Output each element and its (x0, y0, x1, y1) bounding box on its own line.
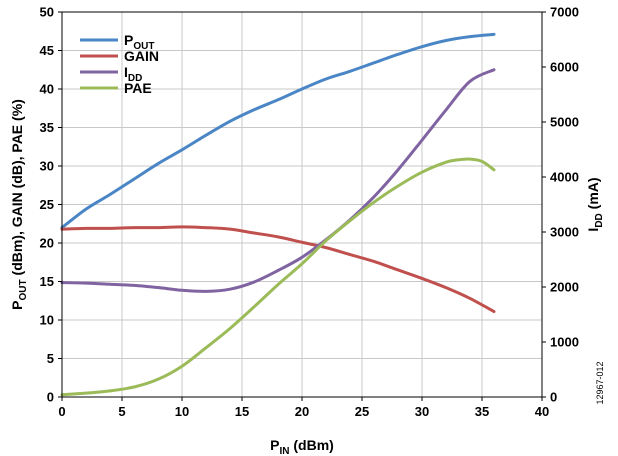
y-left-tick-label: 15 (40, 274, 54, 289)
x-tick-label: 15 (235, 404, 249, 419)
series-line-gain (60, 225, 496, 314)
series-line-idd (60, 68, 496, 293)
y-left-tick-label: 0 (47, 390, 54, 405)
legend-label-idd: IDD (124, 64, 142, 84)
x-tick-label: 10 (175, 404, 189, 419)
y-axis-left-label: POUT (dBm), GAIN (dB), PAE (%) (9, 99, 29, 310)
y-left-tick-label: 20 (40, 236, 54, 251)
legend-label-gain: GAIN (124, 48, 159, 64)
figure-id: 12967-012 (595, 361, 605, 404)
y-right-tick-label: 4000 (550, 170, 579, 185)
y-left-tick-label: 40 (40, 82, 54, 97)
y-right-tick-label: 3000 (550, 225, 579, 240)
x-axis-label: PIN (dBm) (270, 437, 334, 456)
x-tick-label: 30 (415, 404, 429, 419)
y-right-tick-label: 0 (550, 390, 557, 405)
legend-label-pout: POUT (124, 32, 154, 52)
y-left-tick-label: 10 (40, 313, 54, 328)
y-left-tick-label: 50 (40, 5, 54, 20)
y-left-tick-label: 5 (47, 351, 54, 366)
x-tick-label: 40 (535, 404, 549, 419)
y-right-tick-label: 5000 (550, 115, 579, 130)
y-right-tick-label: 6000 (550, 60, 579, 75)
x-tick-label: 20 (295, 404, 309, 419)
gridlines (61, 11, 543, 398)
series-curves (60, 32, 496, 397)
y-right-tick-label: 1000 (550, 335, 579, 350)
series-line-pae (60, 157, 496, 397)
x-tick-label: 0 (58, 404, 65, 419)
y-right-tick-label: 2000 (550, 280, 579, 295)
x-tick-label: 25 (355, 404, 369, 419)
y-right-tick-label: 7000 (550, 5, 579, 20)
x-tick-label: 5 (118, 404, 125, 419)
y-axis-right-label: IDD (mA) (585, 177, 605, 231)
series-line-pout (60, 32, 496, 230)
y-left-tick-label: 45 (40, 43, 54, 58)
x-tick-label: 35 (475, 404, 489, 419)
y-left-tick-label: 35 (40, 120, 54, 135)
tick-labels: 0 5 10 15 20 25 30 35 40051015202530354045500100… (40, 5, 579, 420)
legend-label-pae: PAE (124, 80, 152, 96)
y-left-tick-label: 25 (40, 197, 54, 212)
y-left-tick-label: 30 (40, 159, 54, 174)
